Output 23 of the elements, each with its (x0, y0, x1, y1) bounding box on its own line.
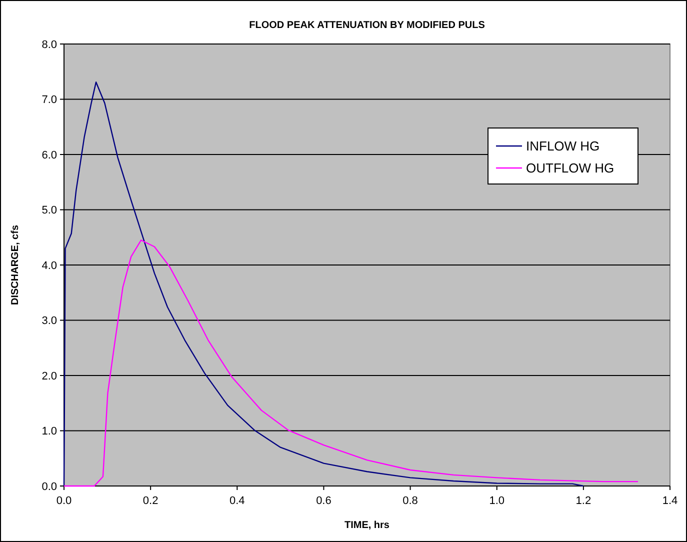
x-tick-label: 0.8 (402, 495, 418, 507)
x-tick-label: 1.4 (662, 495, 678, 507)
y-tick-label: 3.0 (42, 315, 57, 328)
y-tick-label: 0.0 (42, 480, 57, 493)
x-tick-label: 1.2 (576, 495, 592, 507)
line-series (63, 240, 639, 487)
legend-label: INFLOW HG (526, 138, 600, 154)
legend-label: OUTFLOW HG (526, 160, 614, 176)
x-tick-label: 0.0 (56, 495, 72, 507)
y-tick-label: 8.0 (42, 38, 57, 51)
y-tick-label: 7.0 (42, 94, 57, 106)
y-axis-title: DISCHARGE, cfs (10, 224, 21, 306)
y-tick-label: 6.0 (42, 149, 57, 162)
x-axis-title: TIME, hrs (344, 520, 390, 531)
chart-title: FLOOD PEAK ATTENUATION BY MODIFIED PULS (249, 20, 486, 31)
y-tick-label: 2.0 (42, 370, 57, 382)
x-tick-label: 0.6 (316, 495, 332, 507)
y-tick-label: 5.0 (42, 204, 57, 217)
x-tick-label: 0.4 (229, 495, 245, 507)
y-tick-label: 1.0 (42, 426, 57, 438)
x-tick-label: 1.0 (489, 495, 505, 507)
x-tick-label: 0.2 (142, 495, 158, 507)
y-tick-label: 4.0 (42, 260, 57, 272)
